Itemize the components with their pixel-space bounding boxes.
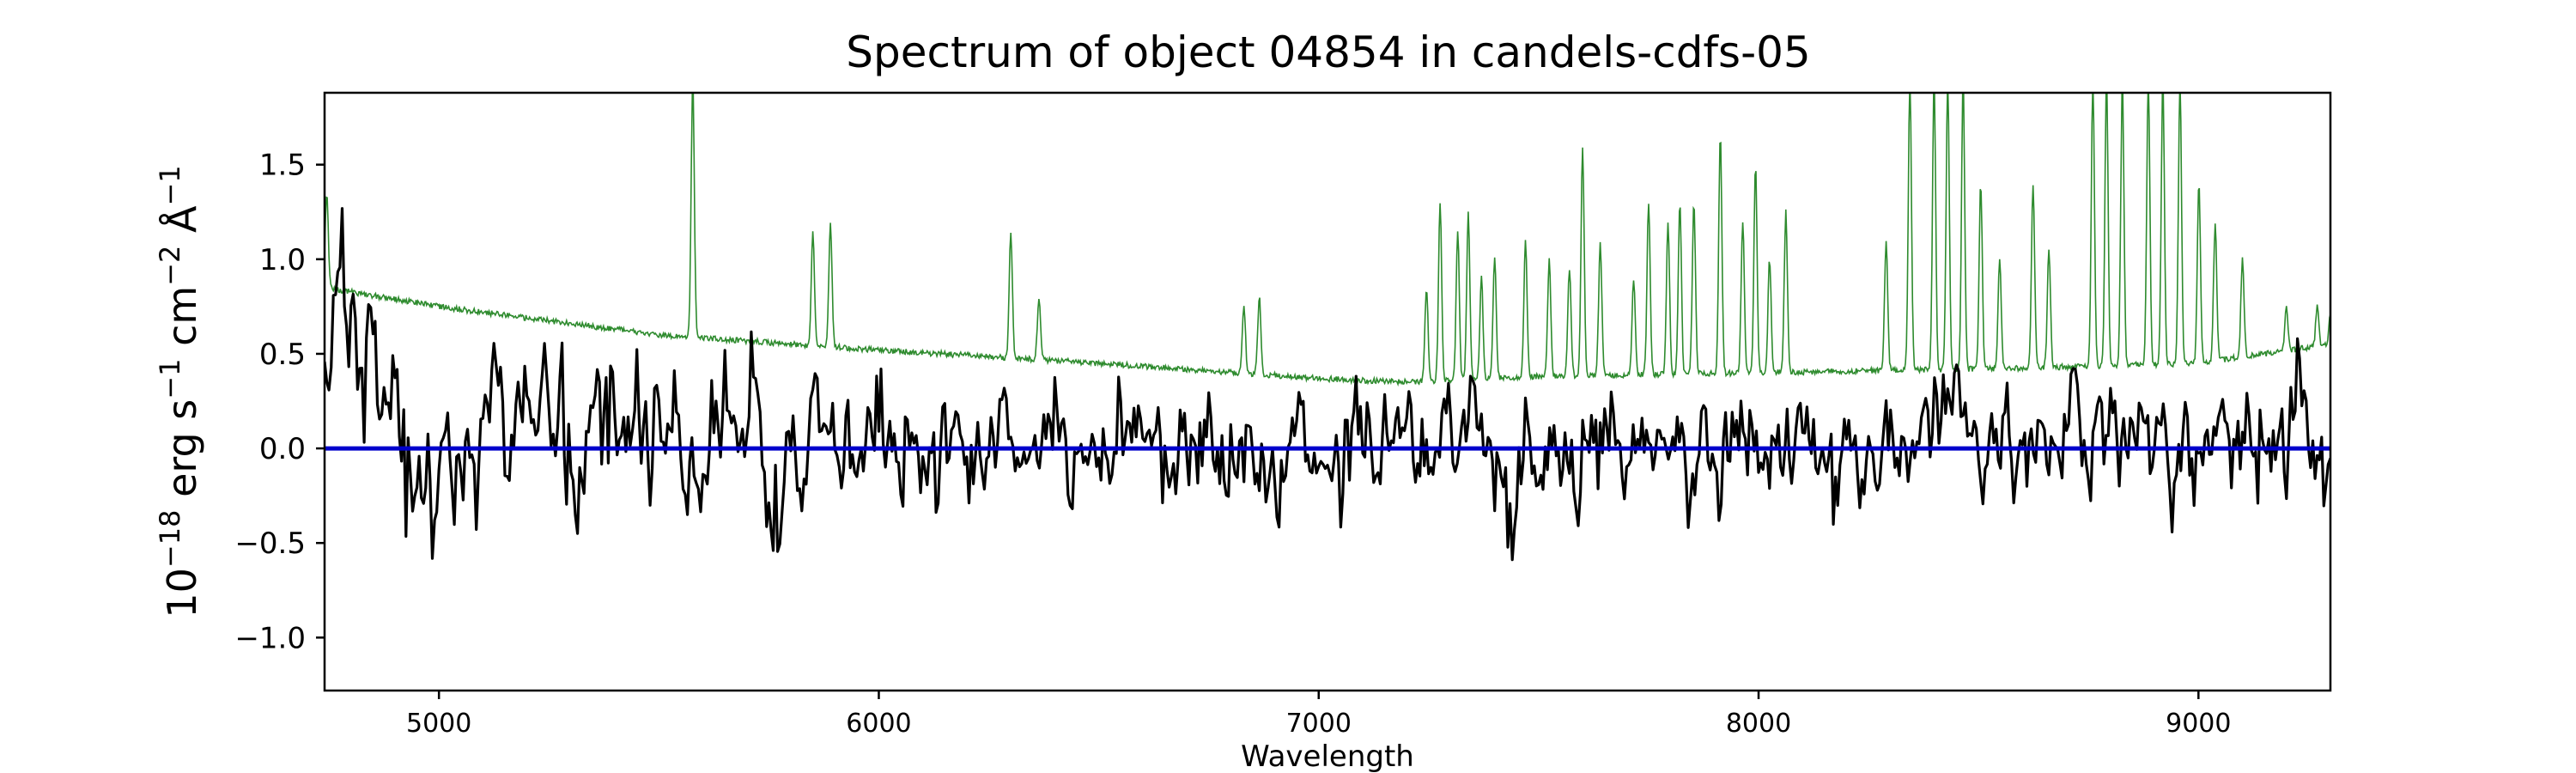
y-label-cm-exp: −2 (154, 246, 186, 286)
sky-spectrum-series (325, 93, 2330, 387)
y-label-ang: Å (159, 205, 205, 246)
y-label-base: 10 (159, 568, 205, 618)
x-tick-label: 9000 (2166, 709, 2231, 739)
object-flux-line (325, 207, 2330, 562)
y-label-cm: cm (159, 286, 205, 359)
y-label-exp: −18 (154, 510, 186, 569)
y-axis-label: 10−18 erg s−1 cm−2 Å−1 (154, 165, 205, 618)
sky-spectrum-line (325, 93, 2330, 387)
x-axis: 5000 6000 7000 8000 9000 (406, 691, 2231, 739)
x-tick-label: 6000 (846, 709, 911, 739)
y-tick-label: 0.5 (259, 338, 306, 372)
y-tick-label: −1.0 (234, 621, 306, 655)
y-tick-label: 0.0 (259, 432, 306, 466)
y-tick-label: 1.0 (259, 243, 306, 277)
x-tick-label: 5000 (406, 709, 471, 739)
x-tick-label: 8000 (1726, 709, 1791, 739)
y-label-s-exp: −1 (154, 359, 186, 399)
chart-title: Spectrum of object 04854 in candels-cdfs… (846, 27, 1811, 77)
y-tick-label: 1.5 (259, 149, 306, 183)
y-label-ang-exp: −1 (154, 165, 186, 205)
y-tick-label: −0.5 (234, 526, 306, 561)
plot-area (325, 93, 2330, 562)
y-axis: −1.0 −0.5 0.0 0.5 1.0 1.5 (234, 149, 325, 655)
plot-frame (323, 91, 2332, 692)
x-axis-label: Wavelength (1241, 740, 1414, 773)
x-tick-label: 7000 (1286, 709, 1352, 739)
y-label-unit: erg s (159, 399, 205, 510)
object-flux-series (325, 207, 2330, 562)
